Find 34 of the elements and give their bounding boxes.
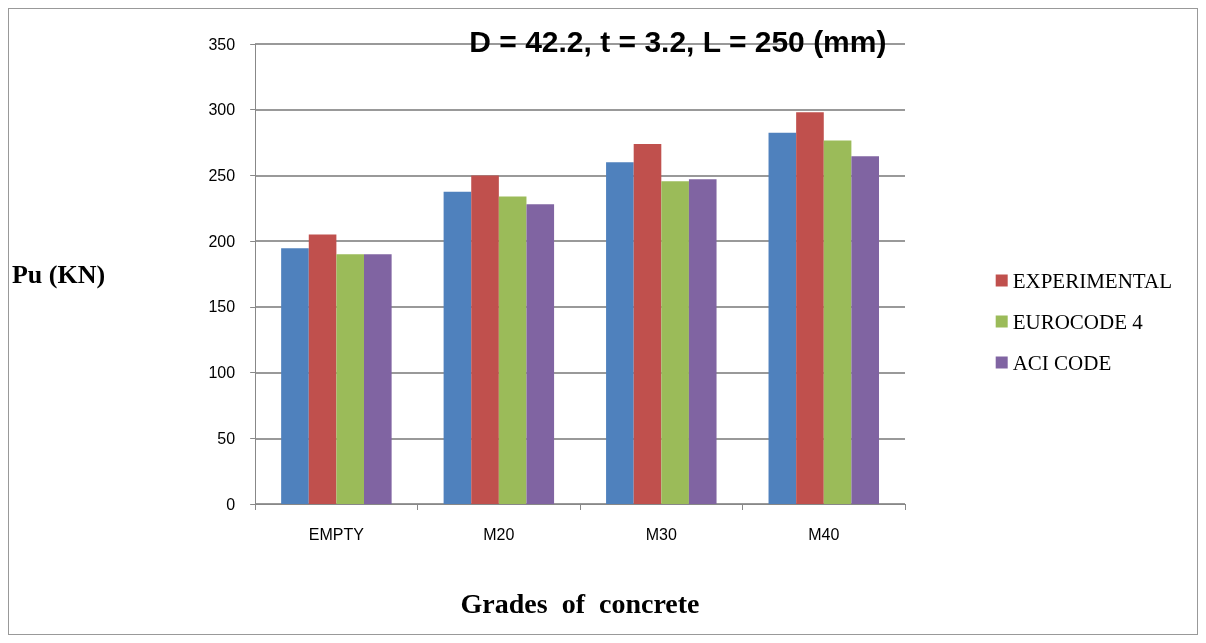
y-tick-label: 250 (208, 166, 236, 184)
bar (768, 132, 797, 504)
bar (471, 175, 499, 504)
bar (688, 179, 717, 504)
x-tick-label: M40 (808, 525, 840, 543)
bar (526, 204, 555, 504)
y-tick-label: 0 (226, 495, 236, 513)
bar (823, 140, 852, 504)
legend-label: ACI CODE (1012, 350, 1112, 375)
legend-label: EXPERIMENTAL (1012, 268, 1173, 293)
bar (661, 181, 689, 504)
y-tick-label: 200 (208, 232, 236, 250)
x-axis-title: Grades of concrete (460, 587, 700, 619)
bar (308, 234, 337, 504)
bar (851, 156, 880, 504)
y-tick-label: 350 (208, 35, 236, 53)
bar (633, 143, 662, 504)
bar (281, 248, 309, 504)
x-tick-label: EMPTY (308, 525, 365, 543)
y-tick-label: 50 (217, 429, 236, 447)
y-tick-label: 300 (208, 101, 236, 119)
legend-label: EUROCODE 4 (1012, 309, 1144, 334)
bar (606, 162, 634, 504)
bar (796, 112, 824, 504)
bar (364, 254, 392, 504)
x-tick-label: M20 (483, 525, 515, 543)
chart-title: D = 42.2, t = 3.2, L = 250 (mm) (469, 24, 887, 58)
bar (336, 254, 365, 504)
bar (443, 191, 472, 504)
x-tick-label: M30 (645, 525, 677, 543)
bar (498, 196, 527, 504)
y-axis-title: Pu (KN) (11, 259, 106, 289)
y-tick-label: 100 (208, 364, 236, 382)
y-tick-label: 150 (208, 298, 236, 316)
